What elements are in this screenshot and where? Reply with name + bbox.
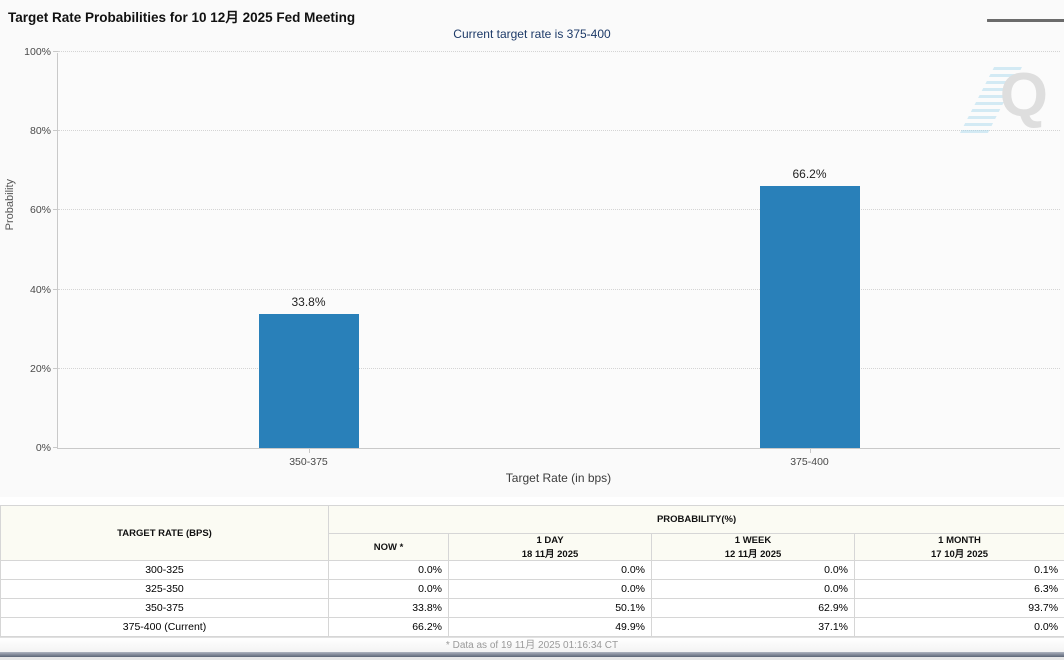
y-tick-mark <box>53 367 58 369</box>
y-tick-label: 100% <box>24 46 51 58</box>
col-header-1month-date: 17 10月 2025 <box>931 548 989 560</box>
cell-now: 33.8% <box>328 598 449 618</box>
bar-value-label: 66.2% <box>792 166 827 181</box>
y-tick-label: 60% <box>29 204 51 217</box>
cell-1week: 0.0% <box>651 560 855 580</box>
bottom-divider-bar <box>0 652 1064 657</box>
col-header-1week: 1 WEEK 12 11月 2025 <box>651 533 855 561</box>
bar-chart-plot-area: 0% 20% 40% 60% 80% 100% Q 33.8% 66.2% 350-375… <box>24 46 1060 468</box>
cell-rate: 300-325 <box>0 560 329 580</box>
gridline-100% <box>58 51 1060 52</box>
hamburger-menu-icon[interactable] <box>987 8 1064 24</box>
col-header-target-rate: TARGET RATE (BPS) <box>0 505 329 561</box>
bar-375-400 <box>759 185 860 448</box>
table-row: 300-325 0.0% 0.0% 0.0% 0.1% <box>0 560 1064 580</box>
col-header-1day: 1 DAY 18 11月 2025 <box>448 533 652 561</box>
quikstrike-watermark-logo: Q <box>960 61 1050 139</box>
y-tick-label: 0% <box>35 442 51 454</box>
y-tick-mark <box>53 447 58 448</box>
y-tick-mark <box>53 209 58 211</box>
x-tick-mark <box>308 449 310 453</box>
hamburger-bar <box>987 19 1064 22</box>
col-header-1month-label: 1 MONTH <box>938 534 981 546</box>
cell-1month: 0.1% <box>853 560 1064 580</box>
cell-rate: 375-400 (Current) <box>0 617 329 637</box>
y-tick-label: 20% <box>29 362 51 375</box>
col-header-now-label: NOW * <box>373 541 404 553</box>
cell-1week: 62.9% <box>651 598 855 618</box>
col-header-1week-date: 12 11月 2025 <box>724 548 782 560</box>
cell-1month: 93.7% <box>853 598 1064 618</box>
x-tick-label: 375-400 <box>790 456 829 468</box>
cell-1day: 49.9% <box>448 617 652 637</box>
table-row: 350-375 33.8% 50.1% 62.9% 93.7% <box>0 598 1064 618</box>
bar-slot-375-400: 66.2% <box>559 53 1060 453</box>
y-tick-label: 40% <box>29 283 51 296</box>
col-header-1day-label: 1 DAY <box>536 534 564 546</box>
gridline-20% <box>58 367 1060 369</box>
y-axis-title: Probability <box>4 178 16 231</box>
bar-value-label: 33.8% <box>291 295 326 310</box>
table-row: 375-400 (Current) 66.2% 49.9% 37.1% 0.0% <box>0 617 1064 637</box>
watermark-q-letter: Q <box>999 61 1048 130</box>
cell-1week: 0.0% <box>651 579 855 599</box>
gridline-80% <box>58 130 1060 132</box>
group-header-probability: PROBABILITY(%) <box>327 505 1064 534</box>
cell-now: 0.0% <box>328 579 449 599</box>
cell-now: 66.2% <box>328 617 449 637</box>
bar-slot-350-375: 33.8% <box>58 53 559 453</box>
y-tick-mark <box>53 51 58 52</box>
cell-1day: 0.0% <box>448 579 652 599</box>
col-header-now: NOW * <box>328 533 449 561</box>
x-tick-label: 350-375 <box>289 456 328 468</box>
gridline-40% <box>58 288 1060 290</box>
x-axis-title: Target Rate (in bps) <box>505 471 612 485</box>
cell-1month: 0.0% <box>853 617 1064 637</box>
cell-rate: 350-375 <box>0 598 329 618</box>
y-tick-mark <box>53 288 58 290</box>
cell-now: 0.0% <box>328 560 449 580</box>
cell-rate: 325-350 <box>0 579 329 599</box>
y-tick-mark <box>53 130 58 132</box>
cell-1month: 6.3% <box>853 579 1064 599</box>
gridline-60% <box>58 209 1060 211</box>
bar-350-375 <box>258 314 359 448</box>
cell-1day: 50.1% <box>448 598 652 618</box>
col-header-1week-label: 1 WEEK <box>734 534 772 546</box>
chart-panel: Target Rate Probabilities for 10 12月 202… <box>4 8 1064 485</box>
col-header-1day-date: 18 11月 2025 <box>521 548 579 560</box>
page-title: Target Rate Probabilities for 10 12月 202… <box>8 10 356 25</box>
current-target-rate-subtitle: Current target rate is 375-400 <box>453 27 611 41</box>
probability-table-panel: TARGET RATE (BPS) PROBABILITY(%) NOW * 1… <box>0 497 1064 660</box>
col-header-1month: 1 MONTH 17 10月 2025 <box>853 533 1064 561</box>
y-tick-label: 80% <box>29 125 51 138</box>
x-tick-mark <box>809 449 811 453</box>
cell-1day: 0.0% <box>448 560 652 580</box>
cell-1week: 37.1% <box>651 617 855 637</box>
bottom-strip <box>0 657 1064 660</box>
probability-table: TARGET RATE (BPS) PROBABILITY(%) NOW * 1… <box>0 505 1064 637</box>
data-as-of-footnote: * Data as of 19 11月 2025 01:16:34 CT <box>0 637 1064 652</box>
table-row: 325-350 0.0% 0.0% 0.0% 6.3% <box>0 579 1064 599</box>
